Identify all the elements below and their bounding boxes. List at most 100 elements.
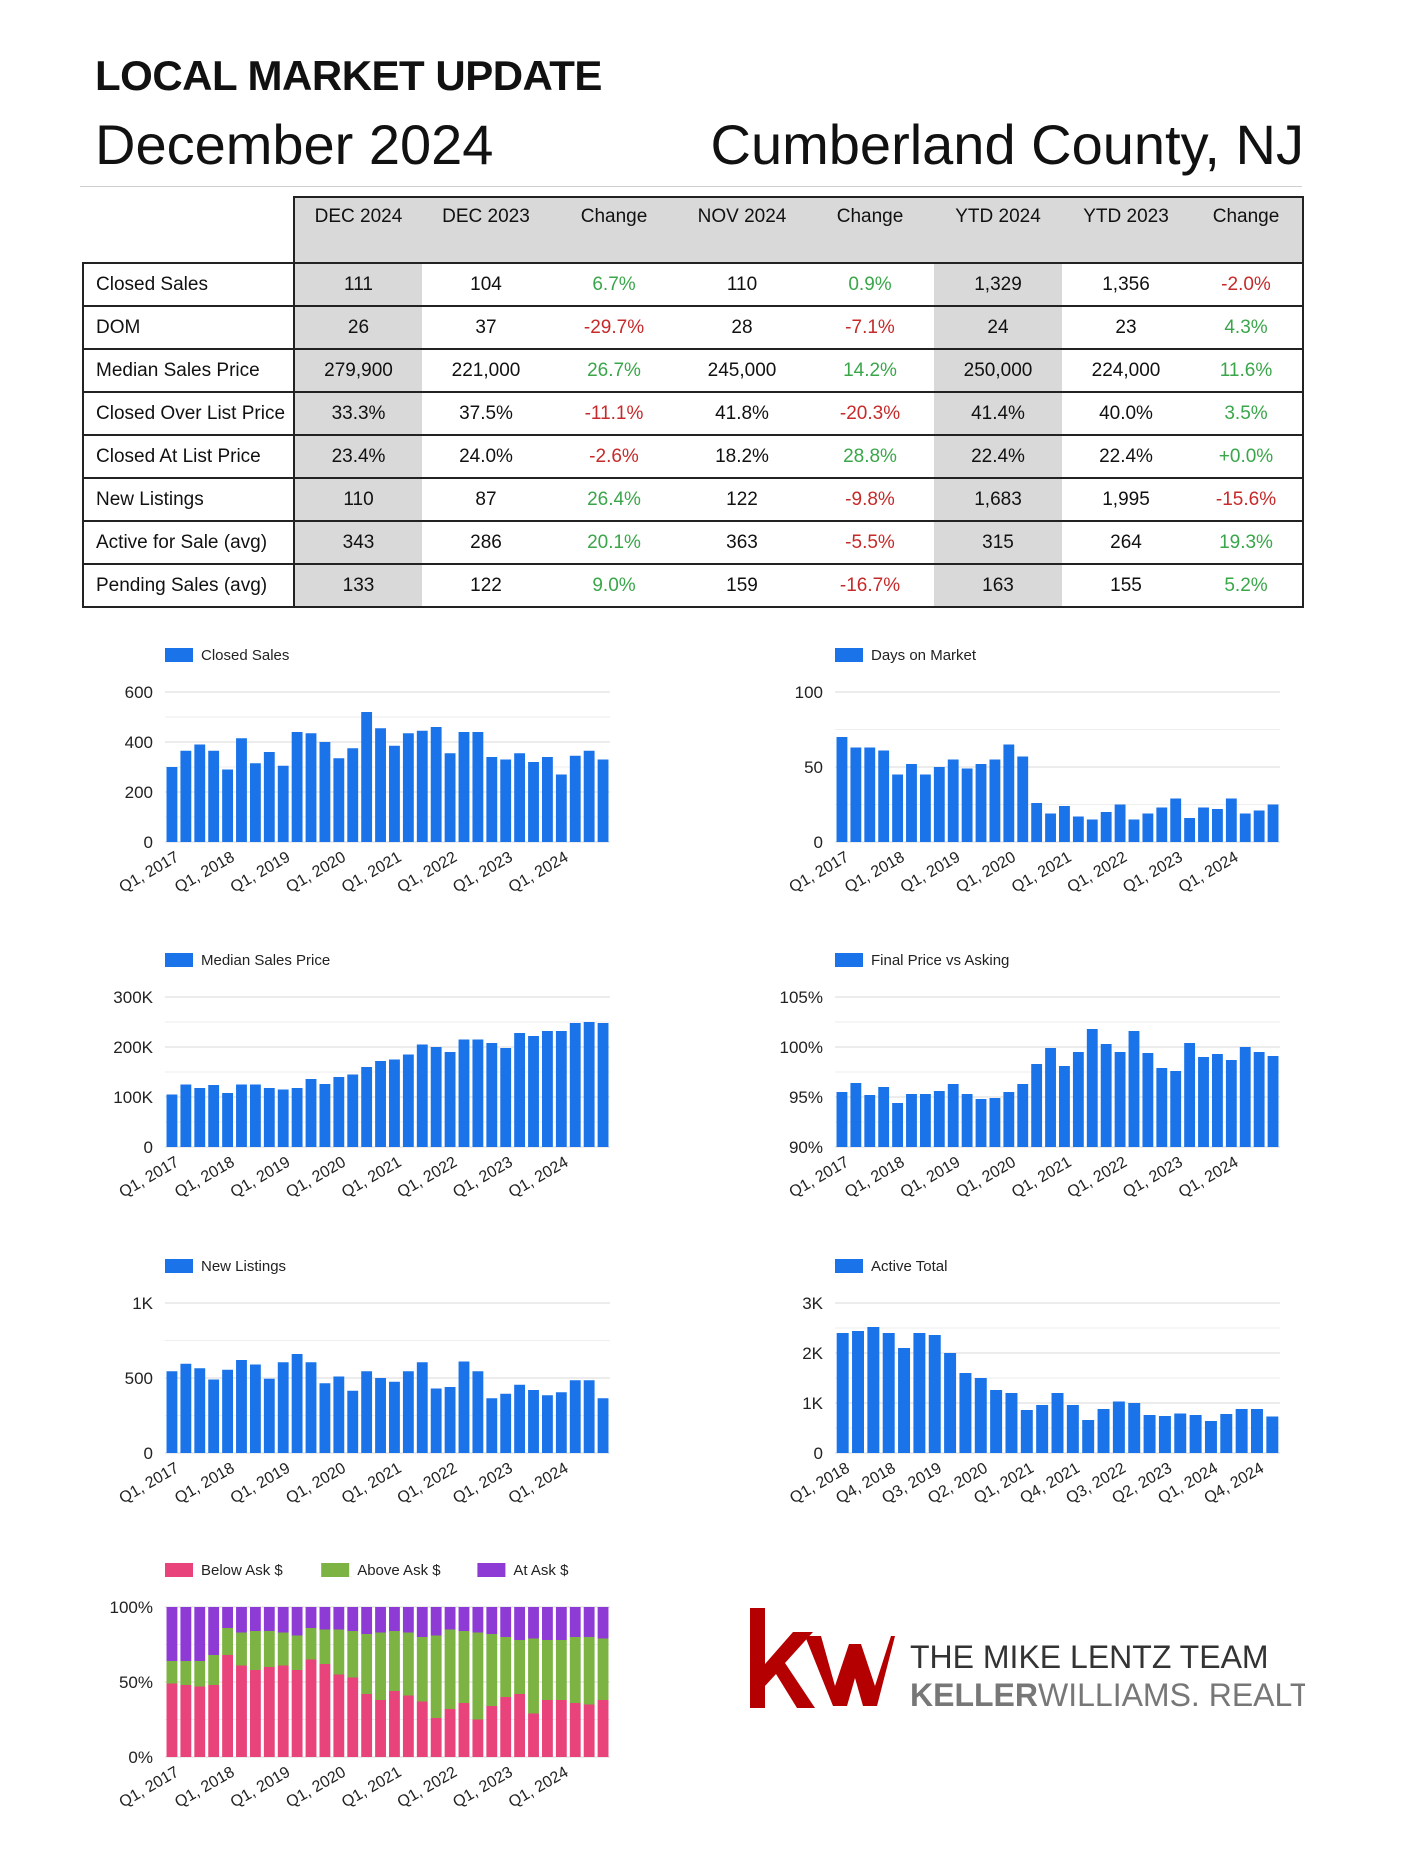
bar (472, 1039, 484, 1147)
table-row: Closed Over List Price 33.3% 37.5% -11.1% 41… (82, 392, 1304, 436)
bar (514, 753, 526, 842)
row-label: New Listings (82, 478, 295, 522)
bar-at-ask (208, 1607, 220, 1655)
bar-below-ask (472, 1719, 484, 1757)
value-cell: 221,000 (422, 349, 550, 393)
value-cell: 279,900 (294, 349, 422, 393)
bar-above-ask (555, 1640, 567, 1700)
bar (1235, 1409, 1248, 1453)
bar (555, 774, 567, 842)
bar-above-ask (402, 1632, 414, 1696)
x-tick-label: Q1, 2017 (786, 1154, 852, 1202)
x-tick-label: Q1, 2017 (116, 1460, 182, 1508)
bar (375, 1061, 386, 1147)
bar (514, 1384, 526, 1453)
bar-below-ask (291, 1670, 303, 1757)
row-label: Closed Over List Price (82, 392, 295, 436)
bar-below-ask (597, 1700, 609, 1757)
bar (347, 1390, 359, 1453)
final-price-vs-asking-svg: Final Price vs Asking 90% 95% 100% 105% Q1, 2… (780, 952, 1280, 1202)
median-sales-price-chart: Median Sales Price 0 100K 200K 300K Q1, 2017 Q… (90, 935, 620, 1225)
bar-above-ask (347, 1631, 359, 1678)
bar (1036, 1405, 1049, 1453)
bar (389, 1059, 400, 1147)
x-tick-label: Q1, 2019 (898, 849, 964, 897)
bar-at-ask (180, 1607, 192, 1661)
value-cell: 41.8% (678, 392, 806, 436)
x-tick-label: Q1, 2023 (450, 1460, 516, 1508)
bar (305, 1362, 317, 1453)
bar-above-ask (194, 1661, 206, 1687)
change-cell: -16.7% (806, 564, 934, 608)
bar-below-ask (402, 1695, 414, 1757)
bar (1156, 807, 1168, 842)
bar-below-ask (236, 1665, 247, 1757)
bar (166, 767, 178, 842)
legend-swatch (165, 648, 193, 662)
value-cell: 26 (294, 306, 422, 350)
x-tick-label: Q1, 2019 (228, 1764, 294, 1812)
change-cell: +0.0% (1190, 435, 1304, 479)
x-tick-label: Q1, 2017 (116, 1764, 182, 1812)
bar (486, 757, 498, 842)
bar (836, 1092, 848, 1147)
bar (305, 1079, 317, 1147)
bar-at-ask (416, 1607, 428, 1637)
x-tick-label: Q1, 2021 (339, 849, 405, 897)
bar (180, 1084, 192, 1147)
bar (919, 1094, 931, 1147)
value-cell: 163 (934, 564, 1062, 608)
x-tick-label: Q1, 2023 (450, 1764, 516, 1812)
bar (208, 1085, 220, 1147)
x-tick-label: Q1, 2021 (339, 1460, 405, 1508)
bar-below-ask (166, 1683, 178, 1757)
bar-above-ask (208, 1655, 220, 1685)
legend-swatch (165, 953, 193, 967)
bar (361, 1067, 373, 1147)
bar (458, 1039, 470, 1147)
bar (486, 1398, 498, 1453)
change-cell: -2.0% (1190, 262, 1304, 307)
value-cell: 286 (422, 521, 550, 565)
bar (1174, 1413, 1187, 1453)
column-header: DEC 2024 (293, 196, 422, 235)
bar (319, 1084, 331, 1147)
bar (236, 1084, 247, 1147)
bar (305, 733, 317, 842)
x-tick-label: Q1, 2019 (228, 1154, 294, 1202)
column-header: NOV 2024 (678, 196, 806, 235)
bar (208, 750, 220, 842)
bar (569, 1023, 581, 1147)
value-cell: 224,000 (1062, 349, 1190, 393)
bar (541, 1395, 553, 1453)
bar (1250, 1409, 1263, 1453)
bar (1220, 1414, 1233, 1453)
change-cell: 4.3% (1190, 306, 1304, 350)
x-tick-label: Q1, 2021 (1009, 849, 1075, 897)
change-cell: 26.7% (550, 349, 678, 393)
bar-at-ask (472, 1607, 484, 1633)
x-tick-label: Q1, 2018 (842, 1154, 908, 1202)
bar-above-ask (444, 1629, 456, 1709)
table-row: Active for Sale (avg) 343 286 20.1% 363 -5.5%… (82, 521, 1304, 565)
bar (867, 1327, 880, 1453)
bar (222, 1093, 234, 1147)
x-tick-label: Q1, 2024 (506, 1460, 572, 1508)
x-tick-label: Q1, 2023 (1120, 1154, 1186, 1202)
bar (1045, 813, 1056, 842)
bar (277, 765, 289, 842)
y-tick-label: 200K (113, 1038, 153, 1057)
table-row: Closed At List Price 23.4% 24.0% -2.6% 18.2%… (82, 435, 1304, 479)
table-header-row: DEC 2024 DEC 2023 Change NOV 2024 Change YTD … (83, 196, 1304, 235)
y-tick-label: 1K (132, 1294, 153, 1313)
bar (416, 1362, 428, 1453)
value-cell: 363 (678, 521, 806, 565)
bar (263, 1378, 275, 1453)
bar-above-ask (361, 1634, 373, 1694)
bar (347, 1074, 359, 1147)
bar (1267, 804, 1279, 842)
bar (541, 1031, 553, 1147)
bar-above-ask (486, 1634, 498, 1706)
bar (444, 1052, 456, 1147)
